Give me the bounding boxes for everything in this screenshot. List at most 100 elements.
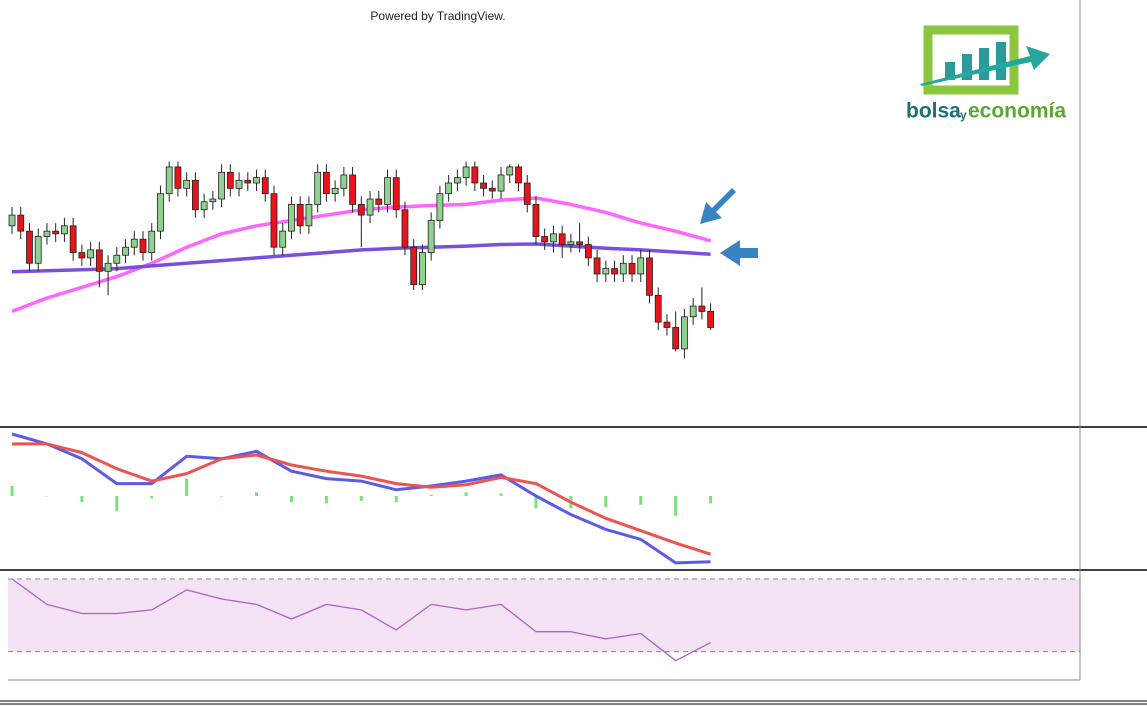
- candle-body: [541, 236, 549, 243]
- series-line: [11, 432, 711, 565]
- candle-body: [375, 198, 383, 205]
- candle-body: [453, 177, 461, 184]
- candle-body: [584, 244, 592, 259]
- candle-body: [532, 204, 540, 237]
- candle-body: [288, 204, 295, 232]
- candle-body: [672, 327, 680, 350]
- candle-body: [17, 214, 25, 232]
- candle-body: [226, 171, 234, 189]
- candle-body: [183, 179, 191, 189]
- candle-body: [506, 166, 514, 176]
- candle-body: [646, 257, 653, 296]
- series-line: [12, 442, 712, 556]
- candle-body: [139, 238, 147, 253]
- candle-body: [148, 230, 156, 253]
- histogram-bar: [220, 495, 224, 497]
- band: [8, 578, 1080, 652]
- logo: bolsa y economía: [906, 25, 1066, 123]
- histogram-bar: [709, 495, 713, 504]
- candle-body: [392, 177, 400, 211]
- arrow: [720, 240, 758, 266]
- candle-body: [113, 254, 121, 264]
- histogram-bar: [10, 486, 14, 496]
- histogram-bar: [534, 495, 538, 509]
- candle-body: [235, 179, 243, 189]
- candle-body: [366, 198, 374, 216]
- arrow: [700, 188, 736, 224]
- candle-body: [200, 201, 208, 211]
- histogram-bar: [359, 495, 363, 501]
- candle-body: [34, 236, 42, 264]
- logo-text: economía: [968, 100, 1066, 123]
- candle-body: [357, 204, 365, 216]
- histogram-bar: [185, 478, 189, 496]
- series-line: [11, 578, 711, 662]
- source: Powered by TradingView.: [370, 9, 505, 23]
- candle-body: [567, 241, 575, 245]
- candle-body: [611, 268, 618, 275]
- candle-body: [427, 220, 435, 253]
- candle-body: [384, 177, 391, 205]
- logo-text: y: [960, 108, 967, 122]
- histogram-bar: [674, 495, 678, 516]
- candle-body: [698, 305, 706, 312]
- candle-body: [253, 177, 260, 184]
- histogram-bar: [255, 492, 259, 496]
- candle-body: [104, 262, 112, 272]
- histogram-bar: [324, 495, 328, 504]
- candle-body: [593, 257, 601, 275]
- histogram-bar: [115, 495, 119, 511]
- histogram-bar: [639, 495, 643, 505]
- candle-body: [707, 311, 715, 328]
- candle-body: [576, 241, 584, 245]
- marks: [8, 161, 715, 662]
- candle-body: [122, 246, 129, 256]
- candle-body: [410, 246, 418, 286]
- histogram-bar: [80, 495, 84, 503]
- candle-body: [78, 252, 86, 259]
- histogram-bar: [394, 495, 398, 503]
- candle-body: [191, 179, 199, 211]
- candle-body: [550, 233, 557, 243]
- candle-body: [602, 268, 610, 275]
- candle-body: [157, 193, 164, 232]
- histogram-bar: [464, 492, 468, 496]
- histogram-bar: [499, 493, 503, 496]
- candle-body: [689, 305, 697, 318]
- candle-body: [314, 171, 322, 205]
- candle-body: [436, 193, 444, 221]
- candle-body: [26, 230, 33, 264]
- candle-body: [480, 182, 487, 189]
- logo-arrow: [920, 46, 1050, 86]
- candle-body: [619, 262, 627, 275]
- candle-body: [558, 233, 566, 245]
- histogram-bar: [604, 495, 608, 508]
- candle-body: [165, 166, 173, 195]
- logo-bar: [945, 62, 955, 80]
- candle-body: [87, 249, 95, 259]
- logo-text: bolsa: [906, 100, 961, 123]
- candle-body: [296, 204, 304, 227]
- series-line: [11, 242, 711, 274]
- candle-body: [497, 174, 505, 192]
- candle-body: [52, 230, 60, 235]
- candle-body: [515, 166, 522, 184]
- candle-body: [69, 225, 77, 253]
- candle-body: [43, 230, 51, 237]
- logo-bar: [979, 48, 989, 80]
- candle-body: [95, 249, 103, 272]
- candle-body: [61, 225, 68, 235]
- histogram-bar: [45, 495, 49, 497]
- grid: [8, 578, 1080, 653]
- candle-body: [401, 209, 409, 248]
- candle-body: [244, 179, 252, 184]
- candle-body: [445, 182, 453, 195]
- candle-body: [654, 294, 662, 323]
- candle-body: [462, 166, 470, 179]
- candle-body: [218, 171, 225, 200]
- candle-body: [130, 238, 138, 248]
- candle-body: [523, 182, 531, 205]
- histogram-bar: [289, 495, 293, 503]
